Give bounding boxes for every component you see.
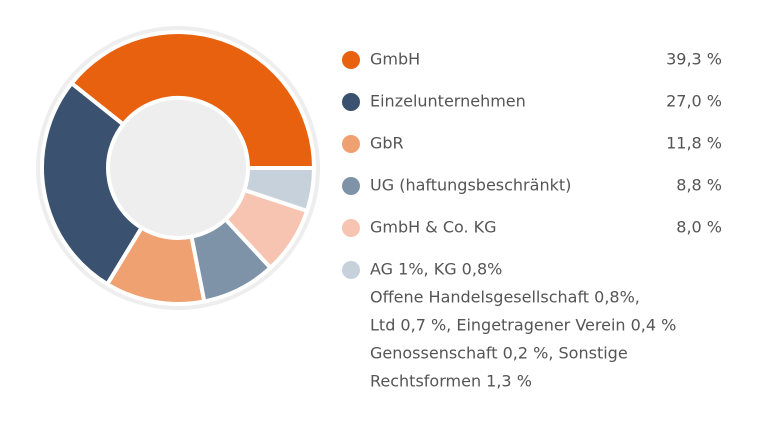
legend-label: Einzelunternehmen xyxy=(370,92,526,111)
legend-label: GmbH xyxy=(370,50,420,69)
slice xyxy=(189,216,274,304)
legend-marker xyxy=(342,135,360,153)
legend-marker xyxy=(342,93,360,111)
legend-marker xyxy=(342,219,360,237)
legend-label: AG 1%, KG 0,8% xyxy=(370,260,502,279)
legend-label: GmbH & Co. KG xyxy=(370,218,497,237)
legend-note: Genossenschaft 0,2 %, Sonstige xyxy=(370,344,628,363)
slice xyxy=(222,187,310,271)
legend-marker xyxy=(342,177,360,195)
value-label: 8,8 % xyxy=(676,176,722,195)
value-label: 39,3 % xyxy=(666,50,722,69)
legend-label: GbR xyxy=(370,134,404,153)
legend-label: UG (haftungsbeschränkt) xyxy=(370,176,571,195)
legend-marker xyxy=(342,261,360,279)
slice xyxy=(104,225,207,306)
legend-note: Rechtsformen 1,3 % xyxy=(370,372,532,391)
slice xyxy=(68,30,317,170)
value-label: 27,0 % xyxy=(666,92,722,111)
slice xyxy=(40,80,145,287)
legend-note: Ltd 0,7 %, Eingetragener Verein 0,4 % xyxy=(370,316,676,335)
legend-marker xyxy=(342,51,360,69)
slice xyxy=(241,166,317,214)
value-label: 11,8 % xyxy=(666,134,722,153)
legend-note: Offene Handelsgesellschaft 0,8%, xyxy=(370,288,640,307)
value-label: 8,0 % xyxy=(676,218,722,237)
